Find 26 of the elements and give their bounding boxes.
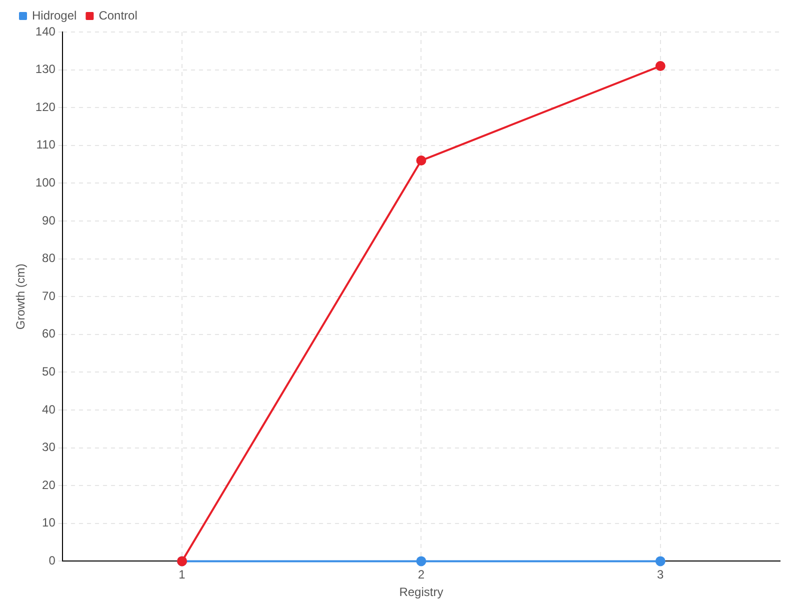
y-tick-label: 30 — [42, 440, 56, 454]
x-tick-label: 2 — [418, 568, 425, 582]
y-tick-label: 110 — [36, 138, 56, 152]
y-tick-label: 40 — [42, 402, 56, 416]
point — [655, 556, 666, 566]
point — [416, 156, 426, 166]
y-tick-label: 50 — [42, 364, 56, 379]
x-axis-title: Registry — [399, 585, 444, 600]
y-tick-label: 0 — [48, 554, 56, 568]
y-tick-label: 140 — [35, 24, 56, 38]
y-tick-label: 80 — [42, 251, 56, 266]
x-tick-label: 1 — [178, 568, 186, 582]
y-axis-title: Growth (cm) — [14, 264, 28, 330]
y-tick-label: 100 — [35, 176, 56, 190]
y-tick-label: 10 — [42, 516, 56, 530]
point — [416, 556, 426, 566]
y-tick-label: 60 — [42, 326, 56, 341]
y-tick-label: 70 — [42, 288, 56, 303]
y-tick-label: 20 — [42, 478, 56, 492]
y-tick-label: 90 — [42, 213, 56, 228]
legend-label: Control — [98, 8, 138, 22]
y-tick-label: 130 — [35, 62, 56, 76]
y-tick-label: 120 — [35, 100, 56, 114]
x-tick-label: 3 — [657, 568, 664, 582]
point — [655, 61, 666, 72]
legend-label: Hidrogel — [32, 8, 77, 22]
